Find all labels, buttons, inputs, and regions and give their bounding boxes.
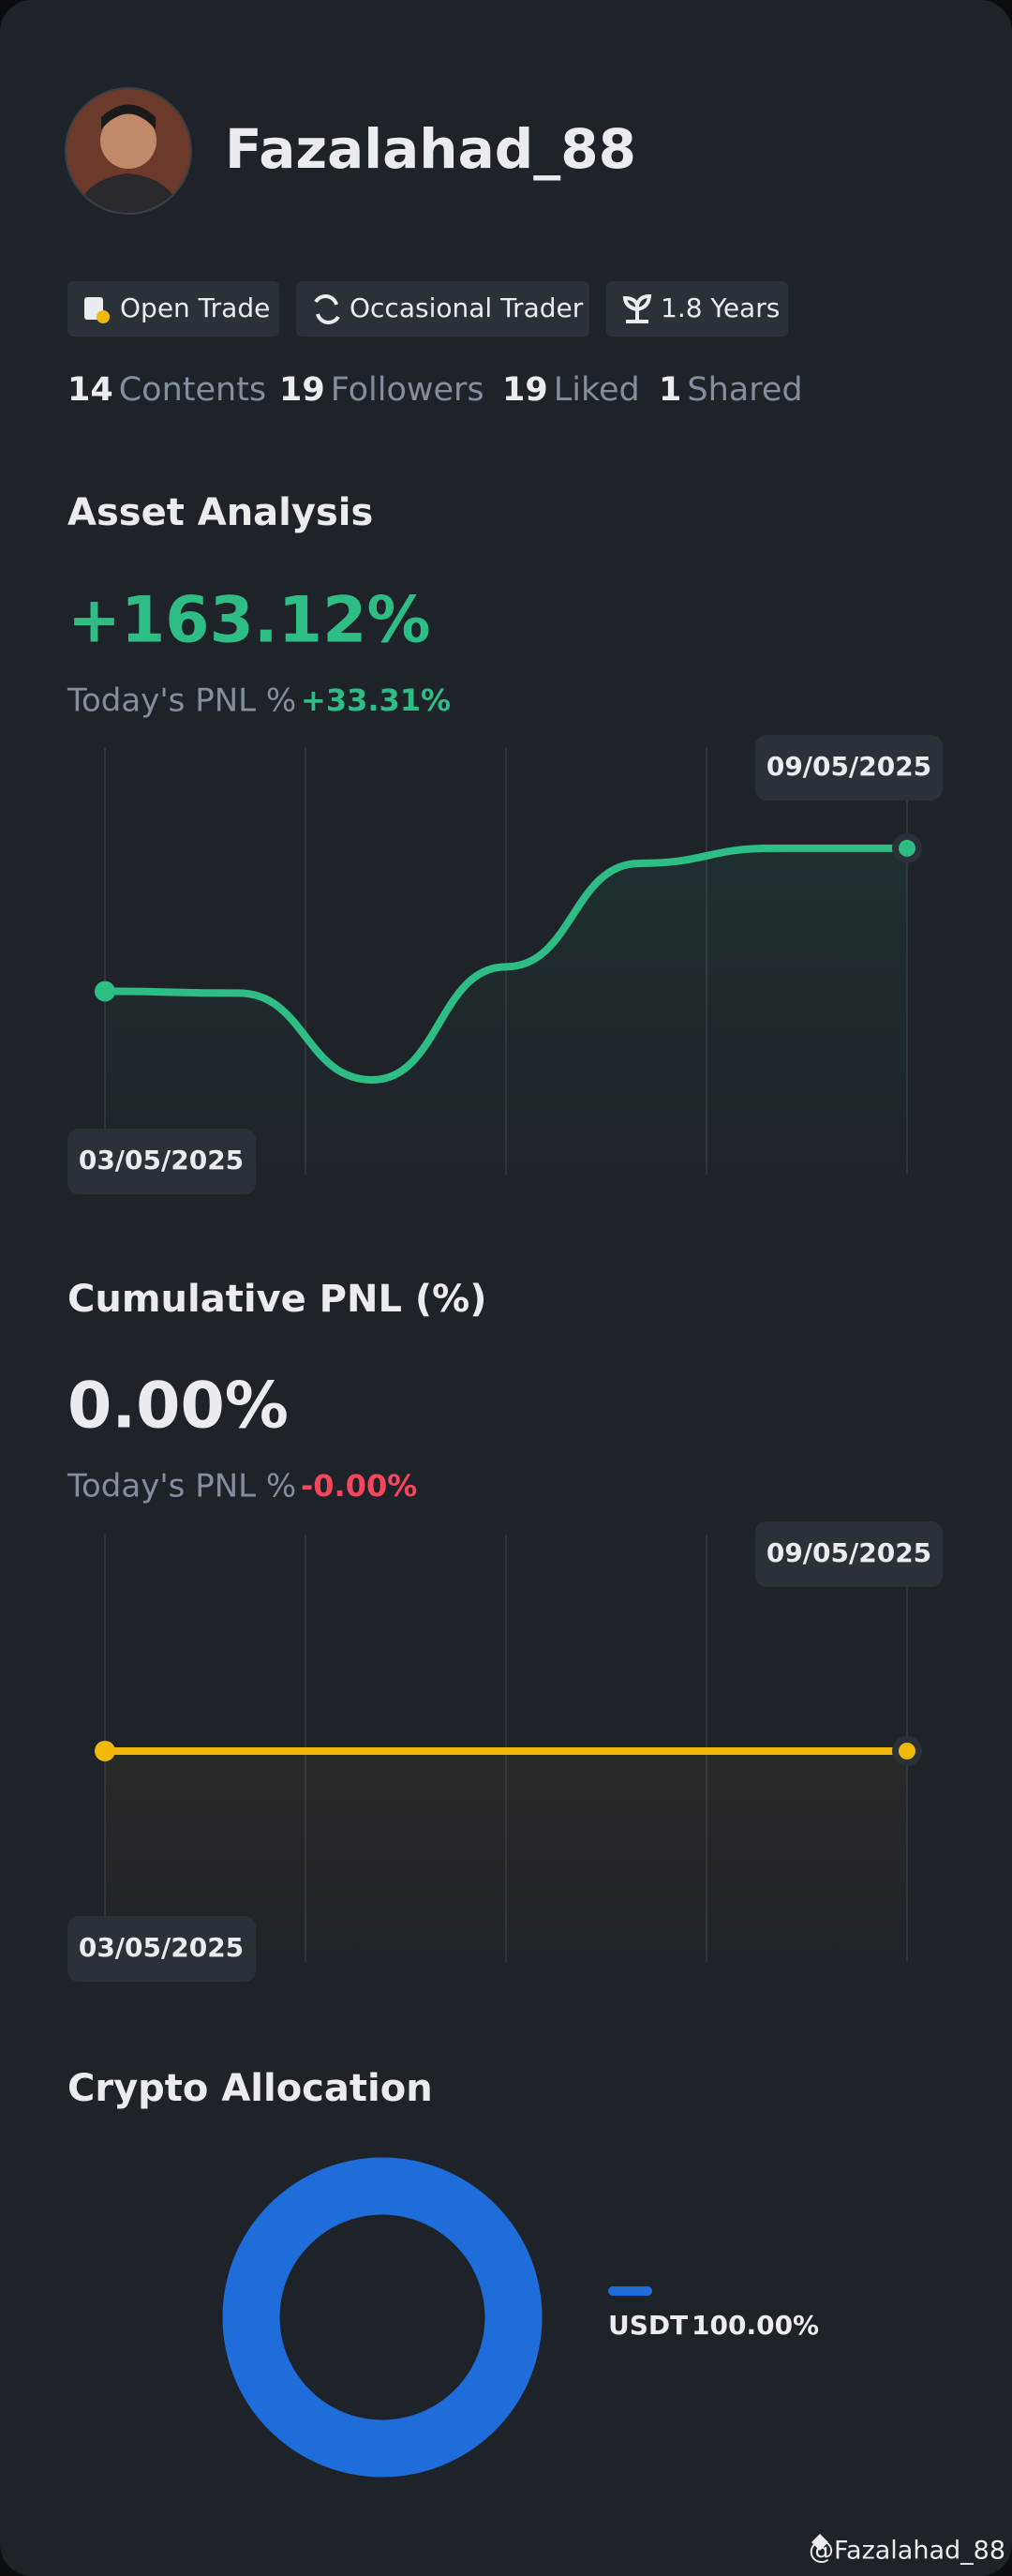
tag-label: Open Trade: [120, 292, 270, 323]
tag: [606, 281, 788, 337]
section-title: Cumulative PNL (%): [67, 1278, 487, 1321]
tag-label: 1.8 Years: [661, 292, 780, 323]
end-dot: [899, 839, 915, 857]
legend-value: 100.00%: [692, 2310, 819, 2341]
stat-label: Followers: [331, 371, 484, 409]
today-label: Today's PNL %: [67, 1468, 296, 1505]
end-date: 09/05/2025: [766, 1537, 931, 1568]
watermark: @Fazalahad_88: [809, 2537, 1005, 2566]
stat-count: 19: [502, 371, 548, 409]
date-box: [67, 1129, 256, 1194]
end-dot: [899, 1742, 915, 1760]
line: [101, 844, 911, 1084]
area: [105, 847, 907, 1175]
stat-count: 19: [279, 371, 325, 409]
legend-label: USDT: [608, 2310, 688, 2341]
date-box: [755, 735, 943, 801]
stats: 14 Contents 19 Followers 19 Liked 1 Shared: [67, 371, 803, 409]
donut-slice: [222, 2157, 543, 2478]
stat-count: 1: [659, 371, 681, 409]
stat-label: Shared: [687, 371, 802, 409]
stat-label: Liked: [554, 371, 640, 409]
pnl-value: 0.00%: [67, 1370, 289, 1444]
section-title: Crypto Allocation: [67, 2067, 433, 2110]
start-dot: [95, 1740, 115, 1761]
pnl-value: +163.12%: [67, 584, 431, 658]
start-date: 03/05/2025: [79, 1145, 244, 1176]
today-value: -0.00%: [301, 1468, 417, 1504]
date-box: [67, 1916, 256, 1982]
avatar-ring: [65, 87, 192, 215]
end-date: 09/05/2025: [766, 751, 931, 782]
stat-label: Contents: [119, 371, 266, 409]
tag-icon: [622, 293, 652, 323]
avatar[interactable]: [66, 88, 191, 214]
section-title: Asset Analysis: [67, 491, 373, 534]
tag: [296, 281, 589, 337]
tag-label: Occasional Trader: [350, 292, 584, 323]
today-label: Today's PNL %: [67, 682, 296, 720]
tag: [67, 281, 279, 337]
tag-icon: [314, 294, 340, 324]
start-dot: [95, 981, 115, 1002]
tag-icon: [97, 310, 110, 323]
today-value: +33.31%: [301, 682, 451, 718]
start-date: 03/05/2025: [79, 1932, 244, 1963]
date-box: [755, 1521, 943, 1587]
legend-swatch: [608, 2286, 652, 2296]
watermark-logo: [811, 2534, 828, 2551]
stat-count: 14: [67, 371, 113, 409]
area: [105, 1750, 907, 1962]
username: Fazalahad_88: [225, 117, 636, 181]
